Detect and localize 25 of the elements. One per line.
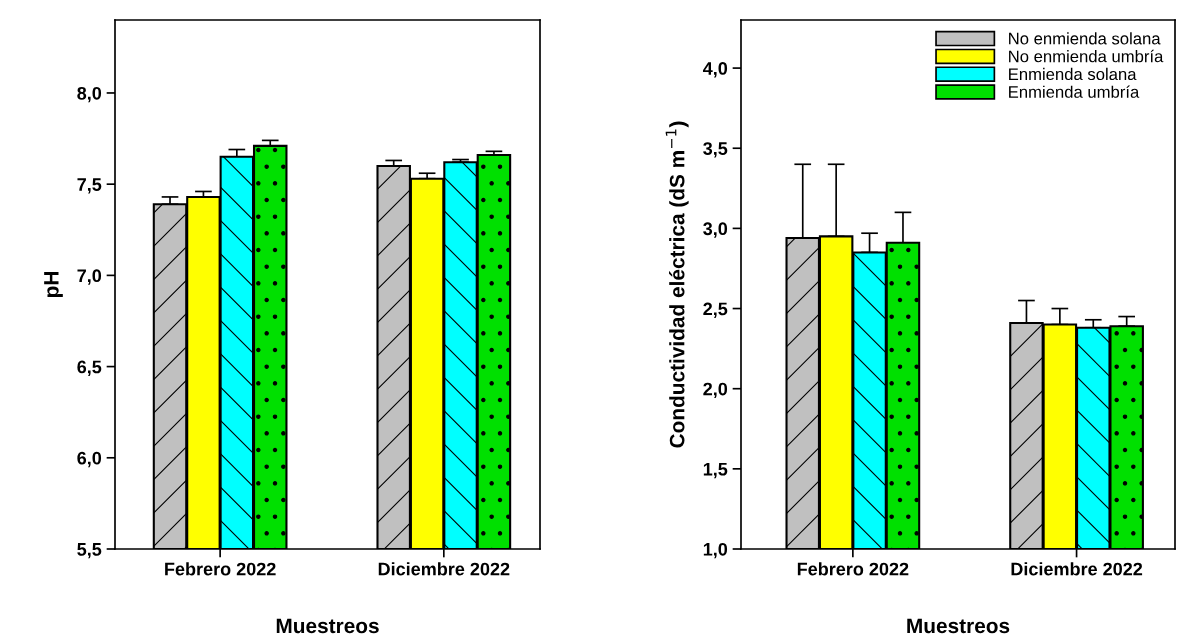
y-tick-label: 7,0	[77, 269, 102, 285]
legend-label: No enmienda umbría	[1009, 49, 1164, 63]
y-axis-title: pH	[44, 272, 63, 298]
y-axis-title: Conductividad eléctrica (dS m$^{−1}$)	[665, 121, 689, 448]
legend-label: Enmienda solana	[1009, 67, 1137, 81]
x-tick-label: Febrero 2022	[797, 562, 909, 576]
legend-label: Enmienda umbría	[1009, 85, 1140, 98]
y-tick-label: 4,0	[702, 62, 728, 78]
y-tick-label: 3,0	[703, 222, 728, 238]
y-tick-label: 7,5	[77, 178, 102, 194]
x-tick-label: Febrero 2022	[165, 562, 276, 576]
x-axis-title: Muestreos	[907, 618, 1010, 634]
y-tick-label: 3,5	[703, 142, 728, 158]
y-tick-label: 1,5	[703, 462, 728, 479]
y-tick-label: 2,0	[703, 382, 728, 399]
y-tick-label: 6,0	[77, 451, 102, 468]
x-tick-label: Diciembre 2022	[1011, 562, 1143, 576]
x-axis-title: Muestreos	[276, 618, 379, 634]
y-tick-label: 8,0	[77, 86, 102, 103]
y-tick-label: 5,5	[77, 543, 102, 559]
y-tick-label: 6,5	[77, 360, 102, 376]
legend-label: No enmienda solana	[1009, 32, 1161, 45]
y-tick-label: 2,5	[703, 302, 728, 318]
x-tick-label: Diciembre 2022	[378, 562, 510, 576]
y-tick-label: 1,0	[703, 542, 728, 559]
